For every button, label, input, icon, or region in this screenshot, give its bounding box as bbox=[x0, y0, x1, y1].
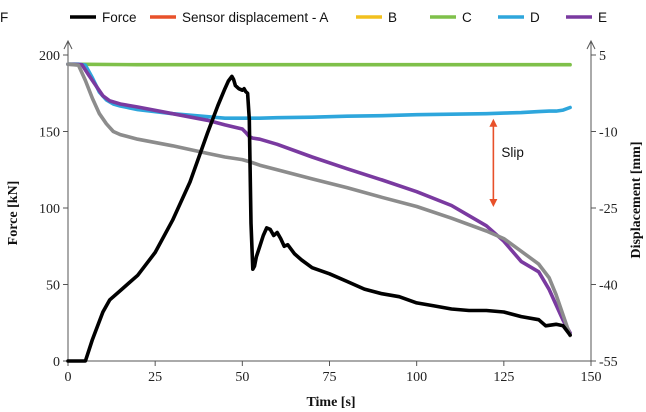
legend-label-force: Force bbox=[102, 10, 137, 25]
x-tick-label: 25 bbox=[148, 370, 162, 385]
legend-label-d: D bbox=[530, 10, 540, 25]
y2-tick-label: 5 bbox=[599, 49, 606, 64]
y-axis-title: Force [kN] bbox=[6, 181, 21, 246]
legend-label-c: C bbox=[462, 10, 472, 25]
x-axis-title: Time [s] bbox=[306, 395, 355, 410]
series-layer bbox=[66, 62, 572, 363]
slip-arrow-head-top bbox=[489, 118, 498, 127]
y2-axis-title: Displacement [mm] bbox=[629, 141, 644, 258]
x-tick-label: 0 bbox=[65, 370, 72, 385]
x-tick-label: 75 bbox=[323, 370, 337, 385]
legend-label-sensor-displacement-a: Sensor displacement - A bbox=[182, 10, 328, 25]
slip-label: Slip bbox=[501, 145, 524, 160]
y2-tick-label: -55 bbox=[599, 355, 618, 370]
series-line-d bbox=[66, 62, 572, 120]
y-tick-label: 150 bbox=[39, 126, 60, 141]
slip-arrow-head-bottom bbox=[489, 198, 498, 207]
x-tick-label: 150 bbox=[581, 370, 602, 385]
legend-label-e: E bbox=[598, 10, 607, 25]
y2-tick-label: -10 bbox=[599, 126, 618, 141]
legend: Force Sensor displacement - A B C D E F bbox=[0, 10, 607, 25]
legend-label-f: F bbox=[0, 10, 8, 25]
x-tick-label: 125 bbox=[493, 370, 514, 385]
series-line-force bbox=[66, 74, 572, 363]
y2-tick-label: -25 bbox=[599, 202, 618, 217]
slip-annotation: Slip bbox=[489, 118, 524, 207]
series-line-e bbox=[66, 62, 572, 335]
legend-label-b: B bbox=[388, 10, 397, 25]
y-tick-label: 50 bbox=[46, 279, 60, 294]
y2-axis-arrow bbox=[586, 39, 596, 50]
y2-tick-label: -40 bbox=[599, 279, 618, 294]
y-tick-label: 0 bbox=[53, 355, 60, 370]
series-line-c bbox=[66, 62, 572, 67]
series-line-f bbox=[66, 62, 572, 338]
x-tick-label: 50 bbox=[235, 370, 249, 385]
x-tick-label: 100 bbox=[406, 370, 427, 385]
y-tick-label: 100 bbox=[39, 202, 60, 217]
axes: 0 25 50 75 100 125 150 0 50 100 150 200 -55 -40 -25 -10… bbox=[39, 39, 618, 385]
y-axis-arrow bbox=[63, 39, 73, 50]
y-tick-label: 200 bbox=[39, 49, 60, 64]
